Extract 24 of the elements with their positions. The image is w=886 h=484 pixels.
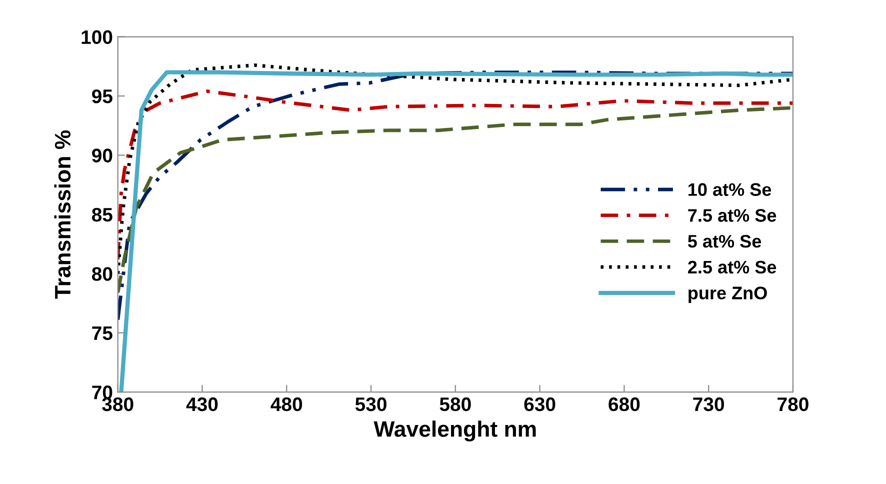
x-tick-label: 680 — [608, 397, 640, 412]
y-tick-label: 80 — [92, 267, 112, 281]
y-tick-label: 85 — [92, 208, 112, 222]
legend-label: 7.5 at% Se — [688, 209, 776, 222]
x-tick-label: 430 — [186, 397, 218, 412]
y-axis-title: Transmission % — [54, 130, 71, 299]
x-tick-label: 530 — [355, 397, 386, 412]
legend-label: 10 at% Se — [688, 183, 772, 196]
x-tick-label: 380 — [102, 397, 134, 412]
x-tick-label: 580 — [440, 397, 471, 412]
y-tick-label: 75 — [92, 326, 112, 340]
y-tick-label: 90 — [92, 148, 112, 162]
y-tick-label: 100 — [82, 30, 112, 44]
y-tick-label: 95 — [92, 89, 112, 104]
legend-label: pure ZnO — [688, 286, 767, 303]
y-tick-label: 70 — [92, 386, 112, 400]
x-axis-title: Wavelenght nm — [374, 420, 536, 442]
x-tick-label: 780 — [778, 397, 808, 412]
legend-label: 5 at% Se — [688, 234, 762, 248]
x-tick-label: 730 — [693, 397, 724, 412]
x-tick-label: 630 — [524, 397, 556, 412]
legend-label: 2.5 at% Se — [688, 260, 776, 274]
line-series — [118, 90, 793, 262]
x-tick-label: 480 — [270, 397, 302, 412]
